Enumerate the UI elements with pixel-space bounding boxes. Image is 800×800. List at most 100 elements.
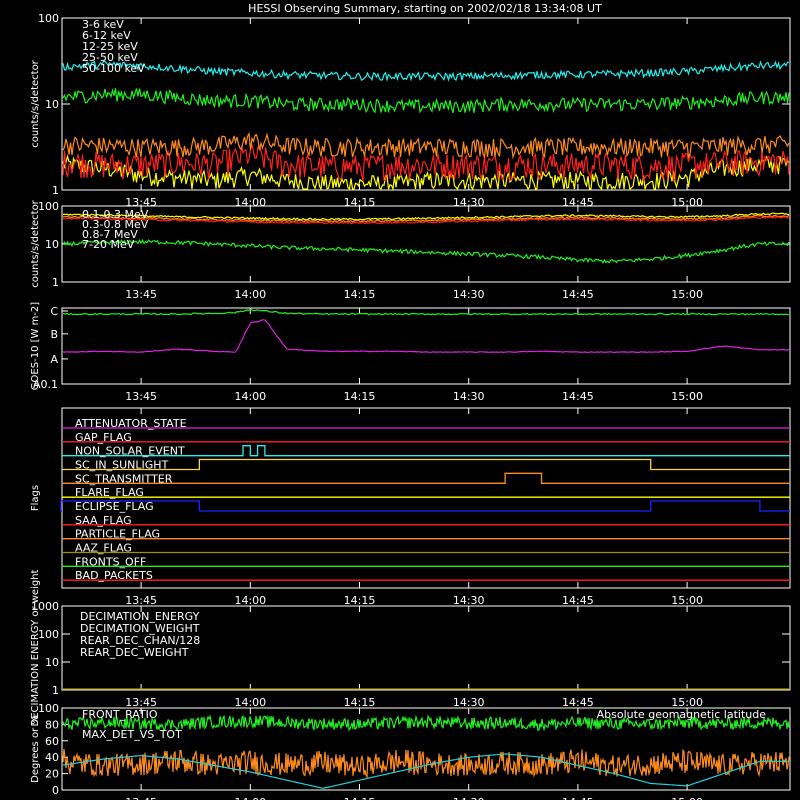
y-tick-label: 10 [45, 238, 59, 251]
y-tick-label: 10 [45, 98, 59, 111]
x-tick-label: 14:45 [562, 594, 594, 607]
x-tick-label: 14:15 [344, 594, 376, 607]
legend-entry: 0.3-0.8 MeV [82, 218, 149, 231]
legend-entry: DECIMATION_WEIGHT [80, 622, 200, 635]
y-axis-label: GOES-10 [W m-2] [30, 302, 41, 390]
legend-entry: MAX_DET_VS_TOT [82, 728, 182, 741]
x-tick-label: 14:15 [344, 696, 376, 709]
y-axis-label: counts/s/detector [30, 199, 41, 287]
x-tick-label: 15:00 [671, 594, 703, 607]
y-tick-label: 40 [45, 751, 59, 764]
x-tick-label: 13:45 [125, 390, 157, 403]
legend-entry: 50-100 keV [82, 62, 145, 75]
y-tick-label: B [50, 328, 58, 341]
figure-title: HESSI Observing Summary, starting on 200… [248, 2, 602, 15]
y-axis-label: Degrees or % [30, 715, 41, 783]
x-tick-label: 15:00 [671, 696, 703, 709]
panel-frame [61, 307, 791, 385]
y-tick-label: A0.1 [33, 378, 58, 391]
flag-label: SC_TRANSMITTER [75, 472, 173, 485]
legend-entry: 0.1-0.3 MeV [82, 208, 149, 221]
x-tick-label: 14:15 [344, 288, 376, 301]
series-line [62, 131, 790, 160]
y-tick-label: 10 [45, 656, 59, 669]
y-tick-label: 100 [38, 702, 59, 715]
x-tick-label: 14:45 [562, 390, 594, 403]
y-tick-label: 20 [45, 768, 59, 781]
panel-frame [61, 407, 791, 589]
flag-label: AAZ_FLAG [75, 542, 132, 555]
flag-label: FLARE_FLAG [75, 486, 144, 499]
legend-entry: 6-12 keV [82, 29, 131, 42]
x-tick-label: 14:00 [234, 288, 266, 301]
flag-label: ATTENUATOR_STATE [75, 417, 187, 430]
series-line [62, 748, 790, 779]
x-tick-label: 14:30 [453, 796, 485, 800]
series-line [62, 154, 790, 192]
panel-front: 13:45 14:00 14:15 14:30 14:45 15:00counts/s/d… [30, 12, 791, 209]
series-line [62, 238, 790, 265]
flag-label: PARTICLE_FLAG [75, 528, 160, 541]
y-tick-label: 1 [52, 276, 59, 289]
legend-entry: 0.8-7 MeV [82, 228, 138, 241]
x-tick-label: 13:45 [125, 696, 157, 709]
x-tick-label: 14:30 [453, 288, 485, 301]
x-tick-label: 13:45 [125, 594, 157, 607]
panel-rear: 13:45 14:00 14:15 14:30 14:45 15:00 counts/s/d… [30, 199, 791, 301]
flag-label: NON_SOLAR_EVENT [75, 445, 185, 458]
y-axis-label: DECIMATION ENERGY or weight [30, 569, 41, 726]
x-tick-label: 13:45 [125, 796, 157, 800]
y-tick-label: 100 [38, 12, 59, 25]
legend-entry: 7-20 MeV [82, 238, 135, 251]
y-tick-label: C [50, 305, 58, 318]
legend-entry: 3-6 keV [82, 18, 124, 31]
x-tick-label: 14:15 [344, 796, 376, 800]
legend-entry: REAR_DEC_WEIGHT [80, 646, 189, 659]
x-tick-label: 14:00 [234, 594, 266, 607]
legend-entry: DECIMATION_ENERGY [80, 610, 200, 623]
panel-ratio: 13:45 14:00 14:15 14:30 14:45 15:00 Degrees or… [30, 702, 791, 800]
flag-label: SC_IN_SUNLIGHT [75, 459, 169, 472]
flag-line [60, 500, 790, 512]
series-line [62, 319, 790, 354]
x-tick-label: 15:00 [671, 390, 703, 403]
y-tick-label: 1 [52, 684, 59, 697]
series-line [62, 214, 790, 223]
series-line [62, 714, 790, 732]
y-tick-label: A [50, 353, 58, 366]
x-tick-label: 14:45 [562, 288, 594, 301]
series-line [62, 212, 790, 221]
x-tick-label: 14:00 [234, 796, 266, 800]
panel-frame [61, 205, 791, 283]
x-tick-label: 14:00 [234, 696, 266, 709]
x-tick-label: 15:00 [671, 288, 703, 301]
y-axis-label: Flags [30, 485, 41, 511]
x-tick-label: 14:00 [234, 390, 266, 403]
y-tick-label: 100 [38, 628, 59, 641]
flag-label: FRONTS_OFF [75, 555, 146, 568]
x-tick-label: 14:15 [344, 390, 376, 403]
y-tick-label: 100 [38, 200, 59, 213]
legend-entry: 12-25 keV [82, 40, 138, 53]
panel-frame [61, 605, 791, 691]
panel-frame [61, 707, 791, 791]
series-line [62, 308, 790, 316]
flag-label: GAP_FLAG [75, 431, 132, 444]
panel-decimation: 13:45 14:00 14:15 14:30 14:45 15:00 DECIMATION… [30, 569, 791, 726]
legend-entry: Absolute geomagnetic latitude [597, 708, 767, 721]
x-tick-label: 14:30 [453, 390, 485, 403]
flag-line [62, 445, 790, 457]
panel-goes: 13:45 14:00 14:15 14:30 14:45 15:00 GOES-10 [W… [30, 302, 791, 403]
x-tick-label: 14:45 [562, 696, 594, 709]
x-tick-label: 14:45 [562, 796, 594, 800]
series-line [62, 215, 790, 225]
series-line [62, 144, 790, 184]
x-tick-label: 13:45 [125, 288, 157, 301]
y-tick-label: 80 [45, 718, 59, 731]
y-tick-label: 0 [52, 784, 59, 797]
y-axis-label: counts/s/detector [30, 59, 41, 147]
x-tick-label: 14:30 [453, 594, 485, 607]
series-line [62, 753, 789, 789]
series-line [62, 88, 790, 114]
